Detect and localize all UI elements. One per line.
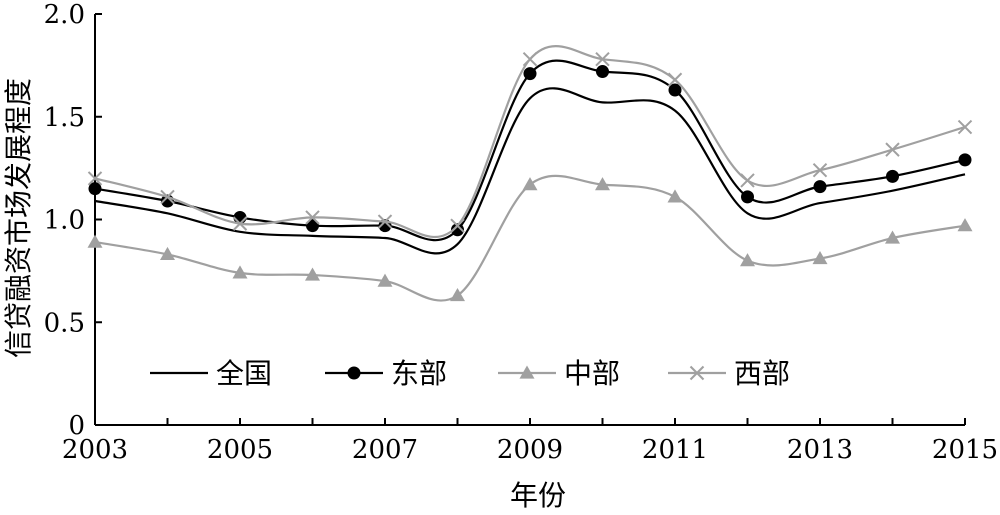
data-point (595, 52, 610, 67)
y-tick-label: 1.5 (44, 103, 85, 133)
x-tick-label: 2003 (62, 435, 128, 465)
x-tick-label: 2009 (497, 435, 563, 465)
series-中部 (87, 174, 973, 302)
data-point (450, 288, 465, 302)
series-layer (87, 45, 973, 302)
data-point (667, 189, 683, 203)
data-point (87, 171, 103, 186)
legend-marker (689, 365, 705, 381)
legend-label: 全国 (216, 357, 272, 390)
series-line (94, 59, 966, 242)
data-point (885, 230, 900, 244)
data-point (885, 142, 900, 157)
legend-label: 东部 (391, 357, 447, 390)
legend: 全国 东部 中部 西部 (150, 357, 790, 390)
legend-marker (347, 366, 361, 380)
data-point (450, 218, 465, 233)
data-point (523, 67, 537, 81)
data-point (377, 273, 393, 287)
data-point (232, 265, 248, 279)
data-point (451, 223, 464, 237)
axes: 0 0.5 1.0 1.5 2.0 2003 2005 2007 2009 2011 2013 201… (44, 0, 998, 465)
legend-label: 西部 (734, 357, 790, 390)
series-全国 (94, 87, 966, 255)
data-point (160, 189, 175, 205)
data-point (305, 210, 320, 225)
series-西部 (87, 45, 973, 239)
data-point (595, 177, 610, 191)
data-point (886, 169, 899, 183)
data-point (812, 251, 828, 265)
legend-item: 东部 (325, 357, 447, 390)
series-东部 (88, 59, 972, 242)
data-point (305, 267, 320, 281)
data-point (958, 153, 972, 167)
x-tick-label: 2015 (932, 435, 998, 465)
data-point (740, 173, 755, 188)
legend-label: 中部 (564, 357, 620, 390)
data-point (522, 52, 538, 67)
legend-item: 西部 (668, 357, 790, 390)
y-tick-label: 2.0 (44, 0, 85, 30)
data-point (160, 246, 175, 261)
y-axis-title: 信贷融资市场发展程度 (2, 78, 35, 358)
data-point (812, 162, 828, 178)
y-tick-label: 1.0 (44, 206, 85, 236)
data-point (87, 234, 103, 248)
series-line (94, 87, 966, 255)
data-point (740, 253, 755, 267)
data-point (377, 214, 393, 229)
legend-marker (519, 365, 535, 379)
x-tick-label: 2005 (207, 435, 273, 465)
data-point (306, 219, 319, 233)
legend-item: 中部 (498, 357, 620, 390)
data-point (522, 177, 538, 191)
data-point (957, 119, 973, 135)
x-axis-title: 年份 (510, 479, 566, 512)
data-point (668, 83, 682, 97)
x-tick-label: 2007 (352, 435, 418, 465)
data-point (667, 72, 683, 87)
data-point (232, 216, 248, 231)
y-tick-label: 0.5 (44, 308, 85, 338)
data-point (813, 180, 827, 194)
series-line (94, 174, 966, 302)
legend-item: 全国 (150, 357, 272, 390)
data-point (741, 190, 754, 204)
x-tick-label: 2011 (642, 435, 708, 465)
data-point (957, 218, 973, 232)
x-tick-label: 2013 (787, 435, 853, 465)
y-tick-label: 0 (68, 411, 85, 441)
data-point (596, 65, 609, 79)
data-point (88, 182, 102, 196)
